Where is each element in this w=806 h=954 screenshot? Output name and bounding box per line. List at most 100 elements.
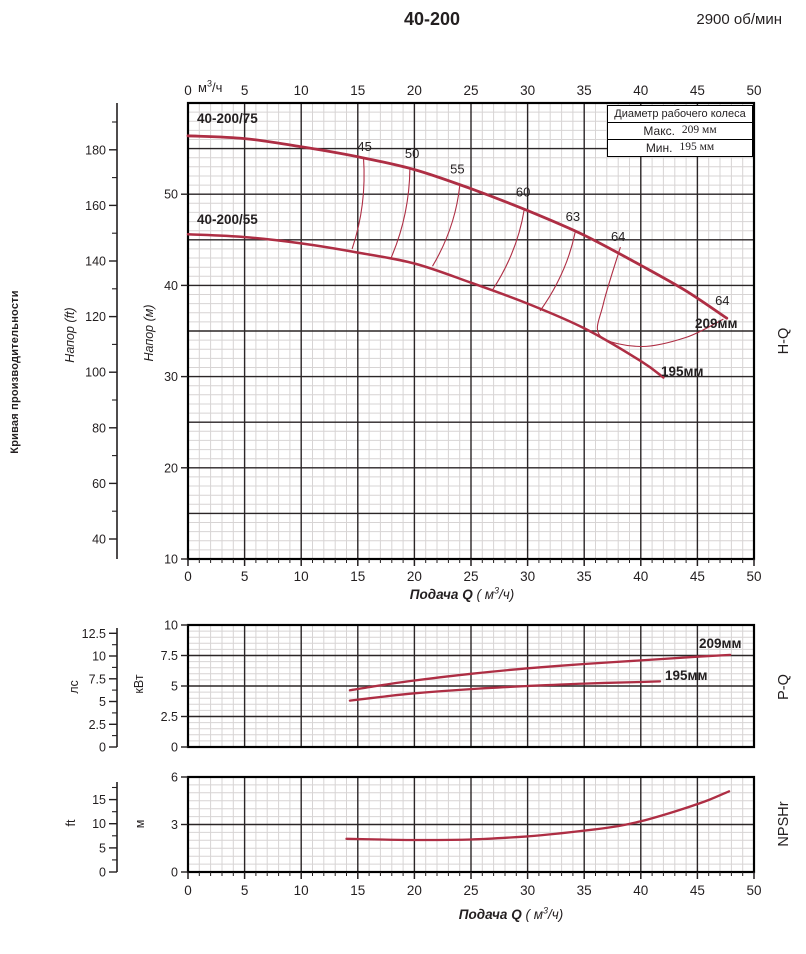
hq-x-tick-label: 10 <box>294 569 309 584</box>
hq-x-tick-label: 45 <box>690 569 705 584</box>
hq-efficiency-contours <box>351 157 724 348</box>
pq-hp-axis: 0 2.5 5 7.5 10 12.5 <box>82 627 118 755</box>
efficiency-label: 55 <box>450 162 464 177</box>
pq-hp-axis-tick-label: 2.5 <box>89 718 106 732</box>
pq-hp-axis-tick-label: 10 <box>92 650 106 664</box>
head-m-axis-title: Напор (м) <box>142 304 156 362</box>
pq-grid <box>186 623 756 749</box>
npsh-bottom-axis: 0 5 10 15 20 25 30 35 40 45 50 <box>184 872 762 898</box>
hq-top-axis-labels: 0 5 10 15 20 25 30 35 40 45 50 <box>184 83 761 98</box>
hq-curve-209mm <box>186 134 729 320</box>
hq-top-tick-label: 5 <box>241 83 249 98</box>
pq-hp-axis-tick-label: 12.5 <box>82 627 106 641</box>
hq-top-tick-label: 40 <box>633 83 648 98</box>
hq-impeller-209-label: 209мм <box>695 316 738 331</box>
npsh-grid <box>186 775 756 874</box>
npsh-ft-axis-title: ft <box>64 819 78 827</box>
hq-x-tick-label: 0 <box>184 569 192 584</box>
npsh-curves <box>345 790 731 842</box>
hq-ft-axis: 40 60 80 100 120 140 160 180 <box>85 103 118 559</box>
efficiency-label: 63 <box>566 209 580 224</box>
npsh-x-tick-label: 0 <box>184 883 192 898</box>
npsh-x-tick-label: 25 <box>463 883 478 898</box>
npsh-x-tick-label: 20 <box>407 883 422 898</box>
hq-x-tick-label: 40 <box>633 569 648 584</box>
hq-top-tick-label: 10 <box>294 83 309 98</box>
hq-y-tick-label: 30 <box>164 370 178 384</box>
hq-ft-axis-tick-label: 180 <box>85 143 106 157</box>
hq-y-tick-label: 40 <box>164 279 178 293</box>
pq-y-tick-label: 5 <box>171 680 178 694</box>
efficiency-contour-60 <box>492 209 525 291</box>
pq-impeller-195-label: 195мм <box>665 668 708 683</box>
hq-ft-axis-tick-label: 140 <box>85 255 106 269</box>
efficiency-contour-64-loop <box>596 246 724 348</box>
legend-max-label: Макс. <box>643 124 675 138</box>
impeller-diameter-legend: Диаметр рабочего колеса Макс. 209 мм Мин… <box>607 105 753 157</box>
efficiency-label: 64 <box>715 293 729 308</box>
hq-x-caption-unit-sup: 3 <box>493 585 499 596</box>
hq-top-tick-label: 0 <box>184 83 192 98</box>
npsh-x-caption-unit-sup: 3 <box>542 905 548 916</box>
pq-curve-209mm <box>348 653 732 692</box>
npsh-x-tick-label: 40 <box>633 883 648 898</box>
hq-side-label: H-Q <box>776 327 792 355</box>
efficiency-contour-55 <box>432 185 461 267</box>
pq-impeller-209-label: 209мм <box>699 636 742 651</box>
hq-top-tick-label: 30 <box>520 83 535 98</box>
page-title: 40-200 <box>403 9 461 29</box>
hq-top-tick-label: 20 <box>407 83 422 98</box>
npsh-m-axis-title: м <box>133 819 147 829</box>
hq-ft-axis-tick-label: 100 <box>85 366 106 380</box>
hq-x-tick-label: 20 <box>407 569 422 584</box>
hq-x-caption-unit-post: /ч) <box>498 587 515 602</box>
power-kw-axis-title: кВт <box>132 674 146 694</box>
hq-grid <box>186 101 756 561</box>
legend-row-min: Мин. 195 мм <box>608 139 752 156</box>
hq-efficiency-labels: 45 50 55 60 63 64 64 <box>357 139 729 308</box>
efficiency-contour-63 <box>539 232 576 312</box>
hq-impeller-195-label: 195мм <box>661 364 704 379</box>
npsh-x-tick-label: 5 <box>241 883 249 898</box>
legend-max-value: 209 мм <box>681 124 717 136</box>
npsh-x-tick-label: 30 <box>520 883 535 898</box>
pq-hp-axis-tick-label: 5 <box>99 695 106 709</box>
npsh-x-caption-name: Подача Q <box>458 907 522 922</box>
hq-curve-195mm <box>186 233 665 379</box>
npsh-ft-axis: 0 5 10 15 <box>92 782 118 880</box>
npsh-x-caption-unit-pre: ( м <box>521 907 543 922</box>
hq-x-tick-label: 50 <box>746 569 761 584</box>
curve-label-40-200-75: 40-200/75 <box>197 111 258 126</box>
efficiency-contour-45 <box>351 157 365 250</box>
npsh-ft-axis-tick-label: 5 <box>99 841 106 855</box>
hq-curves <box>186 134 729 379</box>
hq-x-axis-caption: Подача Q ( м3/ч) <box>362 585 562 602</box>
power-hp-axis-title: лс <box>67 680 81 694</box>
legend-row-max: Макс. 209 мм <box>608 123 752 139</box>
efficiency-label: 45 <box>357 139 371 154</box>
hq-top-tick-label: 35 <box>577 83 592 98</box>
pump-speed: 2900 об/мин <box>696 11 782 28</box>
hq-x-tick-label: 25 <box>463 569 478 584</box>
efficiency-contour-50 <box>390 168 411 260</box>
hq-bottom-axis: 0 5 10 15 20 25 30 35 40 45 50 <box>184 559 762 584</box>
top-axis-unit-sup: 3 <box>206 78 212 89</box>
legend-title: Диаметр рабочего колеса <box>608 106 752 123</box>
npsh-x-tick-label: 45 <box>690 883 705 898</box>
hq-x-tick-label: 15 <box>350 569 365 584</box>
npsh-y-m-axis: 0 3 6 <box>171 771 188 880</box>
npsh-side-label: NPSHr <box>776 801 792 847</box>
curve-label-40-200-55: 40-200/55 <box>197 212 258 227</box>
npsh-y-tick-label: 6 <box>171 771 178 785</box>
hq-top-tick-label: 50 <box>746 83 761 98</box>
pq-hp-axis-tick-label: 0 <box>99 741 106 755</box>
pq-curve-195mm <box>348 680 662 702</box>
top-axis-unit-pre: м <box>198 80 207 95</box>
hq-x-tick-label: 30 <box>520 569 535 584</box>
npsh-x-tick-label: 10 <box>294 883 309 898</box>
npsh-ft-axis-tick-label: 10 <box>92 817 106 831</box>
hq-ft-axis-tick-label: 60 <box>92 477 106 491</box>
hq-y-tick-label: 20 <box>164 461 178 475</box>
pq-y-tick-label: 10 <box>164 619 178 633</box>
